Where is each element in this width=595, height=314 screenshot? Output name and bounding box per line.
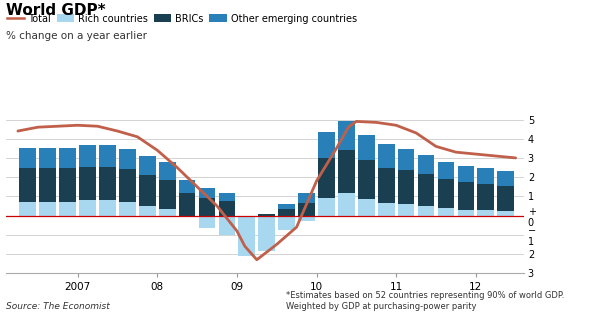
Bar <box>159 180 176 209</box>
Bar <box>278 204 295 209</box>
Bar <box>60 169 76 202</box>
Bar <box>318 132 335 158</box>
Bar <box>477 169 494 184</box>
Bar <box>338 192 355 215</box>
Bar <box>99 145 116 166</box>
Bar <box>338 150 355 192</box>
Bar <box>378 203 394 215</box>
Bar <box>318 198 335 215</box>
Bar <box>119 202 136 215</box>
Bar <box>99 200 116 215</box>
Bar <box>358 135 375 160</box>
Bar <box>178 180 196 192</box>
Bar <box>218 215 235 235</box>
Bar <box>437 208 455 215</box>
Bar <box>218 192 235 201</box>
Bar <box>418 155 434 174</box>
Bar <box>199 198 215 215</box>
Bar <box>378 168 394 203</box>
Bar <box>418 206 434 215</box>
Bar <box>199 188 215 198</box>
Text: World GDP*: World GDP* <box>6 3 105 18</box>
Bar <box>159 209 176 215</box>
Bar <box>398 204 415 215</box>
Bar <box>218 201 235 215</box>
Bar <box>20 202 36 215</box>
Bar <box>60 148 76 169</box>
Bar <box>497 211 514 215</box>
Bar <box>497 171 514 186</box>
Text: *Estimates based on 52 countries representing 90% of world GDP.
Weighted by GDP : *Estimates based on 52 countries represe… <box>286 291 564 311</box>
Bar <box>437 162 455 179</box>
Bar <box>39 148 56 169</box>
Bar <box>458 182 474 210</box>
Bar <box>398 149 415 171</box>
Bar <box>159 162 176 180</box>
Text: % change on a year earlier: % change on a year earlier <box>6 31 147 41</box>
Bar <box>239 215 255 256</box>
Bar <box>119 149 136 170</box>
Bar <box>139 206 156 215</box>
Bar <box>398 171 415 204</box>
Bar <box>139 175 156 206</box>
Text: Source: The Economist: Source: The Economist <box>6 302 109 311</box>
Bar <box>458 165 474 182</box>
Bar <box>497 186 514 211</box>
Bar <box>358 199 375 215</box>
Bar <box>199 215 215 228</box>
Bar <box>278 215 295 230</box>
Bar <box>39 169 56 202</box>
Bar <box>477 184 494 210</box>
Legend: Total, Rich countries, BRICs, Other emerging countries: Total, Rich countries, BRICs, Other emer… <box>7 14 357 24</box>
Bar <box>20 148 36 169</box>
Bar <box>378 144 394 168</box>
Bar <box>79 166 96 200</box>
Bar <box>338 122 355 150</box>
Bar <box>318 158 335 198</box>
Bar <box>20 169 36 202</box>
Bar <box>358 160 375 199</box>
Bar <box>278 209 295 215</box>
Bar <box>477 210 494 215</box>
Bar <box>79 145 96 166</box>
Bar <box>99 166 116 200</box>
Bar <box>39 202 56 215</box>
Bar <box>258 214 275 215</box>
Bar <box>139 156 156 175</box>
Bar <box>298 203 315 215</box>
Bar <box>458 210 474 215</box>
Bar <box>178 192 196 215</box>
Bar <box>298 215 315 221</box>
Bar <box>60 202 76 215</box>
Bar <box>258 215 275 251</box>
Bar <box>437 179 455 208</box>
Bar <box>418 174 434 206</box>
Bar <box>298 193 315 203</box>
Bar <box>119 170 136 202</box>
Bar <box>79 200 96 215</box>
